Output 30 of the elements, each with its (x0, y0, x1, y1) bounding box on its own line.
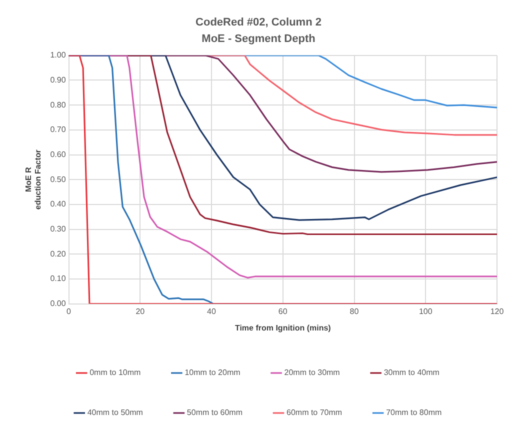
legend-label: 10mm to 20mm (184, 368, 241, 378)
legend-label: 0mm to 10mm (90, 368, 142, 378)
legend-label: 20mm to 30mm (284, 368, 340, 378)
y-tick-label: 0.70 (50, 125, 66, 134)
y-axis-title: MoE R eduction Factor (24, 150, 43, 210)
y-tick-label: 0.20 (50, 249, 66, 258)
y-tick-label: 0.60 (50, 150, 66, 159)
y-tick-label: 0.40 (50, 200, 66, 209)
y-tick-label: 0.50 (50, 174, 66, 184)
legend-label: 60mm to 70mm (286, 408, 342, 418)
legend-label: 30mm to 40mm (384, 368, 440, 378)
chart-title: CodeRed #02, Column 2 (196, 16, 322, 29)
legend-label: 50mm to 60mm (186, 408, 243, 418)
y-tick-label: 0.10 (50, 274, 66, 284)
x-tick-label: 0 (66, 306, 72, 316)
x-tick-label: 120 (490, 306, 504, 316)
x-tick-label: 60 (278, 306, 288, 316)
x-tick-label: 100 (418, 306, 433, 316)
chart-subtitle: MoE - Segment Depth (202, 32, 316, 45)
y-tick-label: 0.30 (50, 224, 66, 234)
x-tick-label: 20 (136, 306, 146, 316)
legend-label: 70mm to 80mm (386, 408, 442, 418)
x-tick-label: 80 (350, 306, 360, 316)
x-axis-title: Time from Ignition (mins) (234, 323, 332, 332)
y-tick-label: 0.00 (50, 299, 66, 308)
y-tick-label: 1.00 (50, 50, 66, 60)
y-tick-label: 0.80 (50, 100, 66, 110)
legend-label: 40mm to 50mm (87, 408, 144, 418)
y-tick-label: 0.90 (50, 75, 66, 84)
x-tick-label: 40 (207, 306, 217, 316)
